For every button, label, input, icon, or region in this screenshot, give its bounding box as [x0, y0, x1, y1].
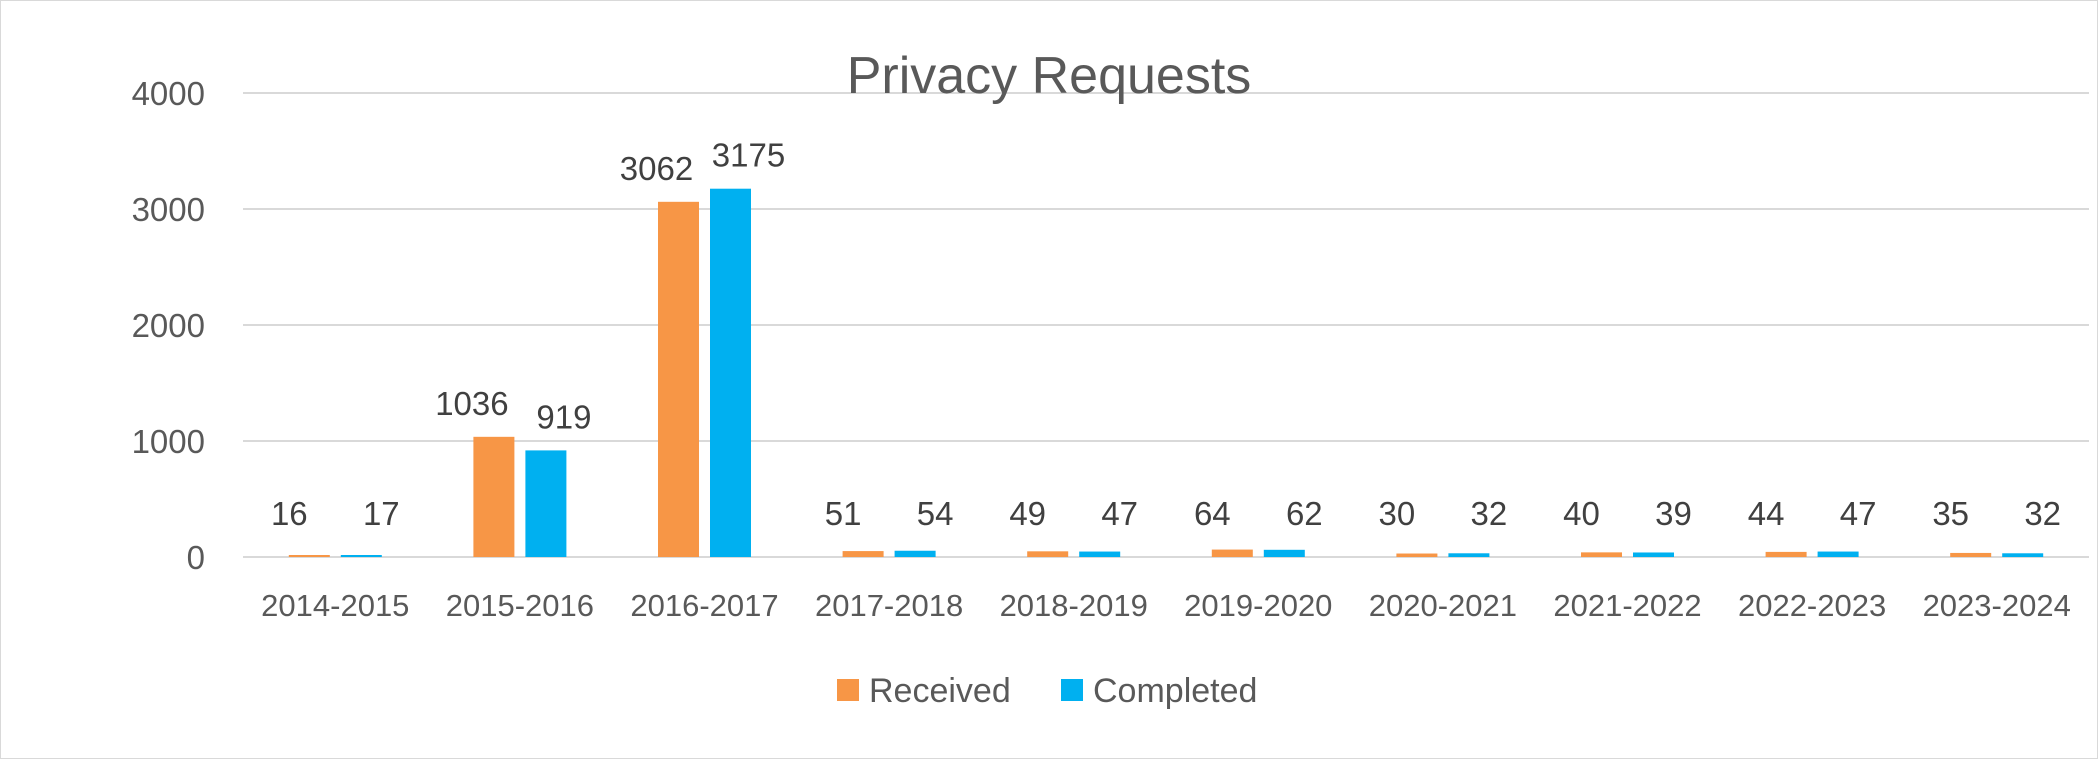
data-label: 3062	[620, 150, 693, 187]
bar-completed-2023-2024	[2002, 553, 2044, 557]
legend-label-completed: Completed	[1093, 672, 1257, 710]
bar-completed-2015-2016	[525, 450, 567, 557]
bar-received-2023-2024	[1950, 552, 1992, 557]
x-tick-label: 2015-2016	[446, 588, 594, 623]
x-tick-label: 2022-2023	[1738, 588, 1886, 623]
data-label: 32	[1471, 495, 1508, 532]
legend-swatch-received	[837, 679, 859, 701]
bar-received-2022-2023	[1765, 551, 1807, 557]
gridlines	[243, 92, 2089, 558]
bar-received-2020-2021	[1396, 553, 1438, 557]
data-label: 919	[536, 398, 591, 435]
data-label: 47	[1101, 495, 1138, 532]
bar-received-2016-2017	[658, 201, 699, 558]
x-tick-label: 2020-2021	[1369, 588, 1517, 623]
bar-received-2015-2016	[473, 436, 515, 557]
y-tick-label: 0	[187, 539, 205, 576]
data-label: 1036	[435, 385, 508, 422]
data-label: 3175	[712, 137, 785, 174]
data-labels: 16 17 1036 919 3062 3175 51 54 49 47 64 62 30 32 40 39 4…	[271, 137, 2061, 532]
data-label: 54	[917, 495, 954, 532]
y-tick-label: 2000	[132, 307, 205, 344]
bar-completed-2018-2019	[1079, 551, 1121, 557]
bar-completed-2019-2020	[1263, 549, 1305, 557]
data-label: 17	[363, 495, 400, 532]
data-label: 40	[1563, 495, 1600, 532]
y-tick-label: 3000	[132, 191, 205, 228]
bar-received-2018-2019	[1027, 551, 1069, 557]
y-axis-ticks: 0 1000 2000 3000 4000	[132, 75, 205, 576]
bar-completed-2022-2023	[1817, 551, 1859, 557]
data-label: 51	[825, 495, 862, 532]
x-tick-label: 2018-2019	[1000, 588, 1148, 623]
bar-completed-2021-2022	[1633, 552, 1674, 557]
legend-label-received: Received	[869, 672, 1011, 710]
y-tick-label: 4000	[132, 75, 205, 112]
x-tick-label: 2021-2022	[1553, 588, 1701, 623]
data-label: 64	[1194, 495, 1231, 532]
legend: Received Completed	[837, 672, 1257, 710]
data-label: 16	[271, 495, 308, 532]
x-tick-label: 2023-2024	[1923, 588, 2071, 623]
x-tick-label: 2017-2018	[815, 588, 963, 623]
x-tick-label: 2016-2017	[630, 588, 778, 623]
legend-swatch-completed	[1061, 679, 1083, 701]
x-tick-label: 2014-2015	[261, 588, 409, 623]
data-label: 35	[1932, 495, 1969, 532]
y-tick-label: 1000	[132, 423, 205, 460]
data-label: 44	[1748, 495, 1785, 532]
bar-received-2019-2020	[1211, 549, 1253, 557]
data-label: 30	[1379, 495, 1416, 532]
x-tick-label: 2019-2020	[1184, 588, 1332, 623]
bar-received-2014-2015	[288, 555, 330, 557]
bar-completed-2016-2017	[710, 188, 751, 557]
bar-received-2021-2022	[1581, 552, 1622, 557]
data-label: 62	[1286, 495, 1323, 532]
bar-completed-2014-2015	[340, 555, 382, 557]
bars	[288, 188, 2044, 558]
data-label: 49	[1009, 495, 1046, 532]
bar-completed-2020-2021	[1448, 553, 1490, 557]
chart-title: Privacy Requests	[847, 47, 1252, 105]
data-label: 47	[1840, 495, 1877, 532]
bar-received-2017-2018	[842, 551, 884, 557]
data-label: 39	[1655, 495, 1692, 532]
bar-completed-2017-2018	[894, 550, 936, 557]
x-axis-ticks: 2014-2015 2015-2016 2016-2017 2017-2018 2018…	[261, 588, 2071, 623]
data-label: 32	[2024, 495, 2061, 532]
